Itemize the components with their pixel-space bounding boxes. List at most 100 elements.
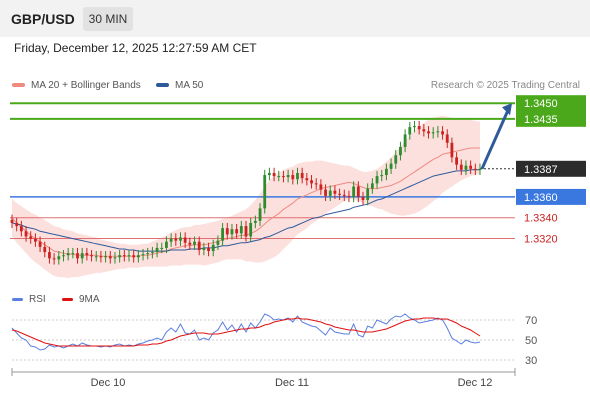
candle-body (179, 237, 182, 241)
legend-item-rsi: RSI (12, 294, 46, 305)
candle-body (253, 220, 257, 223)
candle-body (132, 255, 136, 258)
candle-body (282, 176, 285, 178)
x-tick-label: Dec 10 (91, 377, 126, 389)
candle-body (389, 163, 393, 169)
candle-body (263, 175, 267, 209)
rsi-line (11, 313, 481, 351)
candle-body (66, 253, 70, 256)
symbol-title: GBP/USD (11, 11, 75, 27)
rsi-tick-label: 70 (525, 315, 537, 327)
candle-body (24, 231, 28, 237)
chart-timestamp: Friday, December 12, 2025 12:27:59 AM CE… (14, 41, 257, 55)
candle-body (473, 168, 477, 170)
research-credit: Research © 2025 Trading Central (430, 80, 580, 91)
candle-body (43, 246, 47, 253)
candle-body (333, 190, 337, 194)
candle-body (403, 134, 407, 147)
candle-body (375, 176, 379, 184)
x-tick-label: Dec 12 (458, 377, 493, 389)
legend-label-ma20: MA 20 + Bollinger Bands (31, 80, 141, 91)
candle-body (328, 190, 332, 196)
candle-body (408, 127, 412, 135)
rsi-tick-label: 30 (525, 355, 537, 367)
candle-body (445, 134, 449, 143)
header-bar: GBP/USD 30 MIN (0, 0, 590, 37)
legend-swatch-ma20 (12, 83, 25, 88)
level-label-1-3435: 1.3435 (524, 114, 558, 126)
x-tick-label: Dec 11 (275, 377, 309, 389)
timeframe-badge[interactable]: 30 MIN (83, 7, 133, 31)
candle-body (361, 196, 365, 201)
ma50-line (11, 169, 480, 252)
candle-body (62, 255, 65, 257)
candle-body (118, 255, 122, 258)
rsi-tick-label: 50 (525, 335, 537, 347)
legend-label-9ma: 9MA (79, 294, 100, 305)
candle-body (48, 252, 51, 259)
candle-body (104, 256, 108, 258)
candle-body (370, 183, 374, 189)
candle-body (57, 256, 61, 260)
candle-body (380, 175, 384, 177)
candle-body (71, 253, 75, 255)
candle-body (225, 228, 229, 235)
candle-body (15, 222, 19, 227)
candle-body (286, 175, 290, 178)
candle-body (356, 186, 360, 197)
candle-body (459, 164, 463, 170)
projection-arrow-head (502, 103, 512, 116)
candle-body (216, 240, 220, 245)
candle-body (413, 126, 416, 128)
candles-group (10, 120, 482, 265)
candle-body (366, 188, 370, 201)
candle-body (296, 172, 299, 180)
candle-body (169, 238, 173, 242)
candle-body (319, 184, 323, 190)
candle-body (188, 242, 192, 245)
candle-body (160, 247, 164, 249)
candle-body (122, 255, 126, 257)
candle-body (347, 195, 351, 197)
candle-body (197, 241, 201, 251)
candle-body (441, 131, 444, 135)
current-price-label: 1.3387 (524, 164, 558, 176)
legend-item-ma50: MA 50 (156, 80, 203, 91)
candle-body (155, 247, 159, 253)
current-price-tag (516, 160, 586, 177)
candle-body (207, 247, 210, 252)
candle-body (211, 244, 215, 252)
candle-body (267, 172, 271, 176)
candle-body (10, 219, 14, 223)
legend-item-9ma: 9MA (62, 294, 100, 305)
candle-body (76, 253, 79, 259)
candle-body (146, 253, 150, 255)
candle-body (249, 222, 253, 237)
candle-body (127, 255, 131, 257)
candle-body (19, 226, 23, 232)
candle-body (478, 168, 482, 170)
legend-swatch-rsi (12, 297, 23, 301)
candle-body (394, 155, 398, 164)
legend-swatch-9ma (62, 297, 73, 301)
candle-body (85, 253, 89, 256)
rsi-9ma-line (11, 317, 481, 347)
legend-label-ma50: MA 50 (175, 80, 204, 91)
candle-body (427, 131, 430, 134)
candle-body (310, 180, 313, 184)
candle-body (422, 129, 426, 132)
candle-body (450, 142, 454, 158)
candle-body (342, 194, 346, 196)
candle-body (38, 241, 42, 247)
candle-body (352, 186, 356, 197)
candle-body (291, 175, 295, 180)
legend-swatch-ma50 (156, 83, 169, 88)
candle-body (221, 228, 225, 241)
level-tag-1-3360 (516, 188, 586, 205)
candle-body (183, 237, 187, 243)
candle-body (230, 229, 234, 235)
candle-body (174, 238, 178, 241)
candle-body (384, 168, 388, 176)
candle-body (272, 172, 276, 177)
